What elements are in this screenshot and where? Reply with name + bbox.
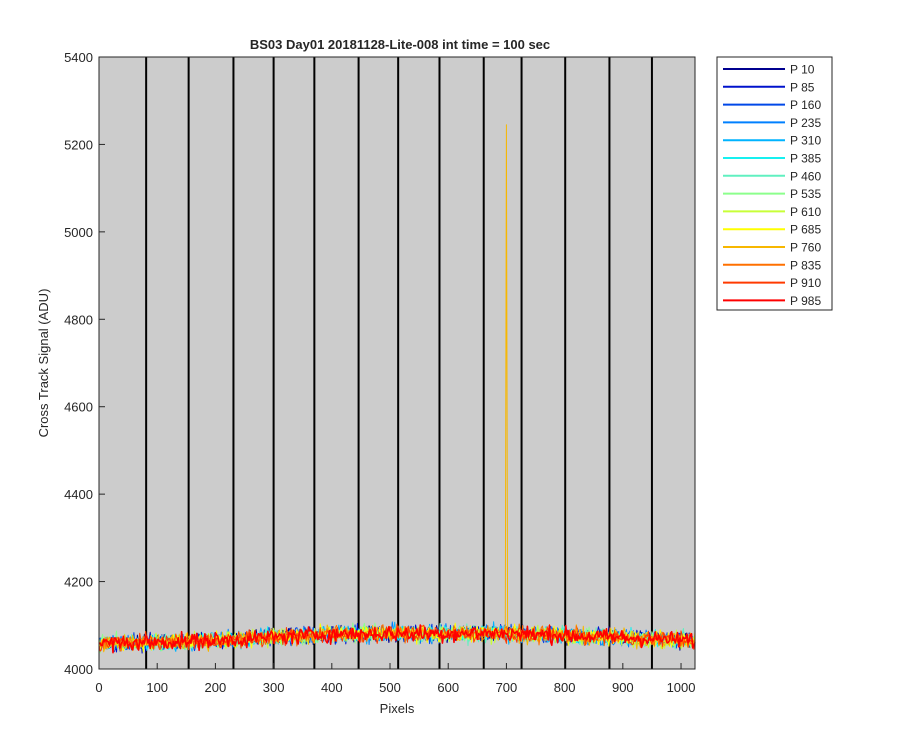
legend-label: P 760 [790,241,821,255]
x-axis: 0 100 200 300 400 500 600 700 800 900 1000 [95,663,695,695]
legend: P 10 P 85 P 160 P 235 P 310 P 385 P 460 P 535 P … [716,56,833,311]
legend-box [716,56,833,311]
series-line-p985 [98,624,696,654]
x-tick-label: 600 [437,680,459,695]
y-axis: 4000 4200 4400 4600 4800 5000 5200 5400 [64,50,105,677]
x-tick-label: 1000 [667,680,696,695]
legend-label: P 610 [790,205,821,219]
divider-lines [145,57,653,669]
x-tick-label: 500 [379,680,401,695]
legend-label: P 835 [790,258,821,272]
y-tick-label: 5000 [64,225,93,240]
y-tick-label: 4600 [64,400,93,415]
x-tick-label: 0 [95,680,102,695]
legend-label: P 235 [790,116,821,130]
y-tick-label: 4200 [64,575,93,590]
y-tick-label: 4400 [64,487,93,502]
y-tick-label: 5400 [64,50,93,65]
x-axis-label: Pixels [380,701,415,716]
x-tick-label: 800 [554,680,576,695]
series-lines [98,124,696,654]
legend-label: P 460 [790,169,821,183]
legend-label: P 85 [790,80,815,94]
x-tick-label: 400 [321,680,343,695]
x-tick-label: 100 [146,680,168,695]
chart-title: BS03 Day01 20181128-Lite-008 int time = … [250,37,550,52]
y-axis-label: Cross Track Signal (ADU) [36,289,51,438]
legend-label: P 10 [790,63,815,77]
legend-label: P 985 [790,294,821,308]
x-tick-label: 900 [612,680,634,695]
legend-label: P 535 [790,187,821,201]
legend-label: P 385 [790,152,821,166]
legend-label: P 310 [790,134,821,148]
y-tick-label: 4000 [64,662,93,677]
x-tick-label: 300 [263,680,285,695]
x-tick-label: 700 [496,680,518,695]
plot-area [99,57,695,669]
legend-label: P 910 [790,276,821,290]
x-tick-label: 200 [205,680,227,695]
legend-label: P 160 [790,98,821,112]
y-tick-label: 4800 [64,312,93,327]
plot-frame [98,56,696,670]
legend-label: P 685 [790,223,821,237]
y-tick-label: 5200 [64,137,93,152]
